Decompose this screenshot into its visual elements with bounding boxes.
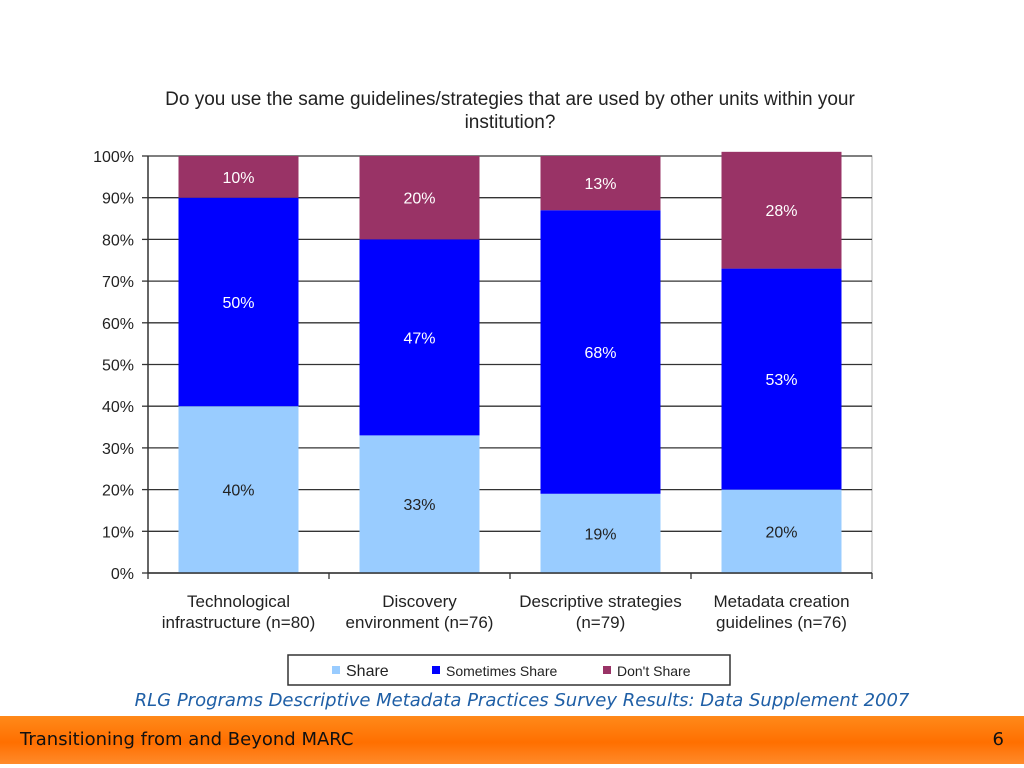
y-tick-label: 90% — [102, 191, 134, 208]
y-tick-label: 20% — [102, 483, 134, 500]
y-tick-label: 50% — [102, 358, 134, 375]
data-label: 53% — [765, 372, 797, 389]
y-tick-label: 10% — [102, 524, 134, 541]
data-label: 47% — [403, 330, 435, 347]
category-label: Descriptive strategies (n=79) — [519, 592, 682, 632]
bar-segment — [721, 268, 842, 490]
data-label: 40% — [222, 483, 254, 500]
data-label: 28% — [765, 203, 797, 220]
y-tick-label: 30% — [102, 441, 134, 458]
legend-box — [287, 654, 731, 686]
y-tick-label: 70% — [102, 274, 134, 291]
source-caption: RLG Programs Descriptive Metadata Practi… — [134, 690, 910, 711]
bar-segment — [540, 493, 661, 573]
page-number: 6 — [992, 729, 1004, 750]
y-tick-label: 40% — [102, 399, 134, 416]
bar-segment — [359, 435, 480, 573]
data-label: 50% — [222, 295, 254, 312]
bar-segment — [178, 197, 299, 407]
y-tick-label: 100% — [93, 149, 134, 166]
data-label: 20% — [765, 524, 797, 541]
data-label: 19% — [584, 526, 616, 543]
data-label: 33% — [403, 497, 435, 514]
bar-segment — [540, 210, 661, 494]
footer-bar: Transitioning from and Beyond MARC 6 — [0, 716, 1024, 764]
bar-segment — [721, 151, 842, 269]
data-label: 10% — [222, 170, 254, 187]
bar-segment — [178, 156, 299, 198]
category-label: Metadata creation guidelines (n=76) — [713, 592, 849, 632]
legend-swatch — [603, 666, 611, 674]
y-tick-label: 80% — [102, 232, 134, 249]
legend-label: Share — [346, 663, 389, 680]
bar-segment — [359, 156, 480, 240]
y-tick-label: 0% — [111, 566, 134, 583]
data-label: 68% — [584, 345, 616, 362]
legend-label: Sometimes Share — [446, 663, 557, 679]
legend-swatch — [432, 666, 440, 674]
bar-segment — [721, 489, 842, 573]
bar-segment — [178, 406, 299, 573]
bar-segment — [359, 239, 480, 436]
category-label: Technological infrastructure (n=80) — [162, 592, 316, 632]
y-tick-label: 60% — [102, 316, 134, 333]
data-label: 20% — [403, 191, 435, 208]
legend-swatch — [332, 666, 340, 674]
footer-title: Transitioning from and Beyond MARC — [20, 729, 354, 750]
category-label: Discovery environment (n=76) — [346, 592, 494, 632]
chart-title: Do you use the same guidelines/strategie… — [165, 89, 855, 133]
data-label: 13% — [584, 176, 616, 193]
legend-label: Don't Share — [617, 663, 691, 679]
bar-segment — [540, 156, 661, 211]
